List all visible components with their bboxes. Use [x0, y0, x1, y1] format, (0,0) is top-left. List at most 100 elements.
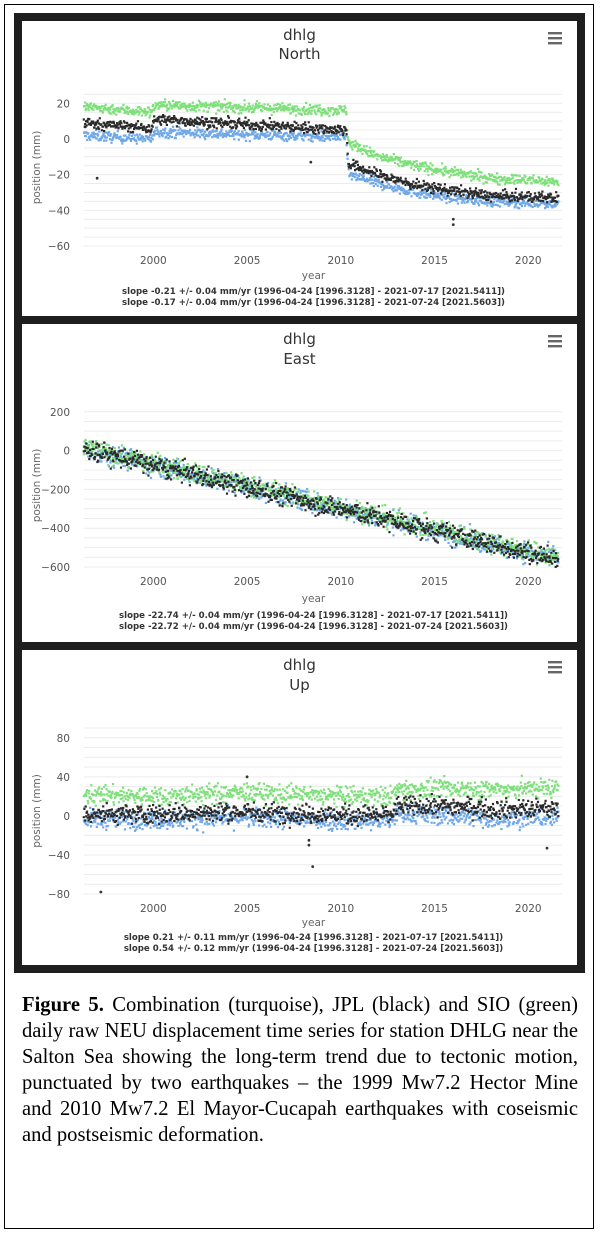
data-point-sio — [168, 472, 171, 475]
data-point-sio — [293, 105, 296, 108]
data-point-jpl — [175, 119, 178, 122]
data-point-jpl — [511, 191, 514, 194]
data-point-jpl — [551, 197, 554, 201]
data-point-combination — [252, 130, 255, 133]
data-point-sio — [355, 144, 358, 147]
data-point-jpl — [175, 474, 178, 477]
data-point-sio — [137, 462, 140, 466]
data-point-sio — [369, 151, 373, 154]
outlier-point — [309, 160, 313, 164]
data-point-combination — [255, 496, 258, 499]
data-point-jpl — [229, 125, 232, 128]
data-point-sio — [127, 112, 130, 115]
data-point-jpl — [235, 125, 239, 128]
data-point-sio — [502, 554, 505, 557]
data-point-combination — [105, 460, 108, 463]
data-point-sio — [501, 540, 504, 543]
data-point-jpl — [299, 128, 302, 131]
data-point-jpl — [170, 478, 173, 481]
data-point-sio — [143, 108, 146, 111]
data-point-sio — [272, 108, 275, 111]
data-point-jpl — [477, 192, 480, 195]
data-point-sio — [485, 548, 488, 551]
data-point-jpl — [550, 196, 553, 199]
data-point-combination — [306, 133, 310, 137]
data-point-sio — [254, 102, 258, 105]
data-point-jpl — [295, 122, 298, 125]
data-point-combination — [120, 138, 124, 141]
data-point-jpl — [97, 459, 100, 462]
data-point-combination — [481, 531, 484, 535]
data-point-combination — [379, 182, 382, 185]
menu-icon[interactable] — [548, 32, 562, 45]
data-point-sio — [307, 112, 310, 115]
data-point-combination — [437, 193, 440, 196]
data-point-jpl — [554, 200, 557, 203]
data-point-combination — [291, 133, 295, 136]
data-point-jpl — [484, 194, 487, 197]
data-point-sio — [167, 463, 170, 466]
data-point-combination — [464, 197, 467, 200]
data-point-sio — [89, 102, 93, 105]
data-point-combination — [447, 541, 450, 544]
data-point-sio — [92, 445, 95, 448]
data-point-sio — [138, 111, 141, 114]
data-point-sio — [176, 102, 179, 105]
data-point-jpl — [248, 124, 251, 127]
data-point-jpl — [201, 120, 204, 123]
data-point-combination — [524, 547, 527, 550]
data-point-sio — [328, 115, 331, 118]
data-point-jpl — [216, 476, 220, 479]
data-point-combination — [436, 194, 439, 197]
data-point-jpl — [213, 117, 216, 120]
data-point-jpl — [499, 192, 502, 195]
data-point-sio — [303, 111, 306, 114]
data-point-jpl — [181, 459, 184, 462]
data-point-sio — [255, 106, 258, 109]
data-point-jpl — [281, 121, 284, 124]
data-point-sio — [177, 106, 180, 109]
data-point-jpl — [112, 451, 115, 454]
data-point-combination — [203, 130, 207, 133]
data-point-combination — [323, 139, 326, 142]
data-point-jpl — [128, 124, 131, 127]
data-point-combination — [100, 460, 103, 463]
data-point-sio — [472, 177, 475, 180]
data-point-combination — [498, 200, 501, 203]
data-point-jpl — [117, 455, 120, 458]
data-point-jpl — [295, 493, 298, 496]
data-point-sio — [314, 499, 318, 502]
data-point-combination — [446, 196, 449, 200]
data-point-combination — [260, 496, 263, 499]
data-point-jpl — [166, 473, 169, 477]
data-point-jpl — [205, 468, 208, 471]
data-point-jpl — [162, 464, 165, 467]
data-point-jpl — [370, 175, 373, 178]
data-point-jpl — [266, 484, 269, 487]
data-point-jpl — [261, 487, 264, 490]
data-point-jpl — [541, 190, 544, 193]
data-point-sio — [498, 183, 501, 186]
data-point-combination — [201, 130, 204, 133]
data-point-sio — [319, 502, 322, 505]
data-point-combination — [366, 180, 369, 183]
data-point-sio — [208, 473, 211, 476]
data-point-jpl — [285, 494, 288, 497]
data-point-jpl — [100, 123, 103, 126]
data-point-jpl — [209, 483, 212, 486]
data-point-sio — [190, 107, 194, 111]
data-point-combination — [445, 531, 448, 535]
data-point-sio — [345, 519, 348, 522]
menu-icon[interactable] — [548, 335, 562, 348]
data-point-jpl — [270, 492, 273, 495]
data-point-sio — [84, 109, 87, 112]
data-point-combination — [210, 130, 213, 133]
data-point-sio — [386, 528, 389, 531]
data-point-jpl — [165, 119, 168, 122]
data-point-sio — [97, 105, 100, 108]
data-point-jpl — [288, 125, 291, 128]
data-point-jpl — [193, 474, 196, 477]
data-point-combination — [222, 488, 225, 491]
data-point-jpl — [197, 123, 200, 126]
data-point-sio — [501, 179, 504, 182]
